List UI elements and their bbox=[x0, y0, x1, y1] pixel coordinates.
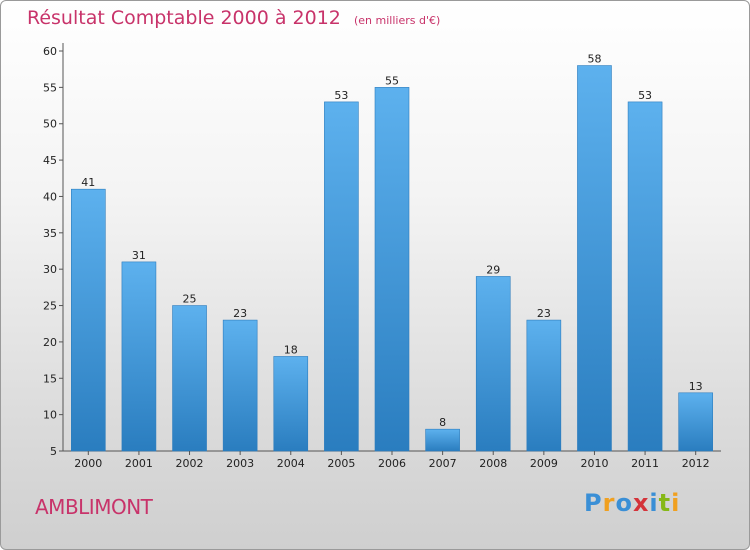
logo-letter: i bbox=[649, 489, 659, 517]
x-tick-label: 2000 bbox=[74, 457, 102, 470]
x-tick-label: 2009 bbox=[530, 457, 558, 470]
x-tick-label: 2005 bbox=[327, 457, 355, 470]
x-tick-label: 2004 bbox=[277, 457, 305, 470]
bar-value-label: 53 bbox=[334, 89, 348, 102]
x-tick-label: 2003 bbox=[226, 457, 254, 470]
x-tick-label: 2001 bbox=[125, 457, 153, 470]
y-tick-label: 5 bbox=[50, 445, 57, 458]
x-tick-label: 2002 bbox=[176, 457, 204, 470]
bar-value-label: 55 bbox=[385, 74, 399, 87]
bar-value-label: 53 bbox=[638, 89, 652, 102]
town-name: AMBLIMONT bbox=[35, 495, 153, 519]
y-tick-label: 50 bbox=[43, 118, 57, 131]
y-tick-label: 40 bbox=[43, 190, 57, 203]
y-tick-label: 35 bbox=[43, 227, 57, 240]
bar-value-label: 41 bbox=[81, 176, 95, 189]
bar-value-label: 29 bbox=[486, 263, 500, 276]
logo-letter: o bbox=[615, 489, 633, 517]
x-tick-label: 2007 bbox=[429, 457, 457, 470]
bar bbox=[121, 261, 157, 452]
bar bbox=[172, 305, 207, 452]
y-tick-label: 55 bbox=[43, 81, 57, 94]
x-tick-label: 2010 bbox=[580, 457, 608, 470]
y-tick-label: 20 bbox=[43, 336, 57, 349]
y-tick-label: 25 bbox=[43, 300, 57, 313]
bar-value-label: 25 bbox=[183, 293, 197, 306]
bar-value-label: 18 bbox=[284, 343, 298, 356]
title-block: Résultat Comptable 2000 à 2012 (en milli… bbox=[27, 7, 440, 29]
logo-letter: P bbox=[584, 489, 603, 517]
bar bbox=[577, 65, 612, 452]
logo-letter: i bbox=[671, 489, 681, 517]
proxiti-logo: Proxiti bbox=[584, 489, 680, 517]
bar bbox=[222, 319, 258, 452]
bar-value-label: 13 bbox=[689, 380, 703, 393]
x-tick-label: 2008 bbox=[479, 457, 507, 470]
bar bbox=[526, 319, 562, 452]
y-tick-label: 15 bbox=[43, 372, 57, 385]
y-tick-label: 45 bbox=[43, 154, 57, 167]
x-tick-label: 2012 bbox=[682, 457, 710, 470]
bar-value-label: 31 bbox=[132, 249, 146, 262]
logo-letter: r bbox=[602, 489, 616, 517]
bar bbox=[71, 188, 106, 452]
chart-title: Résultat Comptable 2000 à 2012 bbox=[27, 7, 341, 29]
bar bbox=[324, 101, 359, 452]
logo-letter: t bbox=[658, 489, 672, 517]
y-tick-label: 10 bbox=[43, 409, 57, 422]
chart-subtitle: (en milliers d'€) bbox=[353, 14, 441, 27]
y-tick-label: 60 bbox=[43, 45, 57, 58]
bar-value-label: 58 bbox=[587, 53, 601, 66]
bar-value-label: 8 bbox=[439, 416, 446, 429]
logo-letter: x bbox=[632, 489, 650, 517]
bar-value-label: 23 bbox=[537, 307, 551, 320]
bar bbox=[678, 392, 713, 452]
bar bbox=[627, 101, 663, 452]
x-tick-label: 2011 bbox=[631, 457, 659, 470]
bar bbox=[475, 276, 511, 452]
x-tick-label: 2006 bbox=[378, 457, 406, 470]
bar bbox=[273, 356, 309, 452]
bar bbox=[374, 87, 410, 452]
bar bbox=[425, 428, 460, 452]
bar-value-label: 23 bbox=[233, 307, 247, 320]
y-tick-label: 30 bbox=[43, 263, 57, 276]
